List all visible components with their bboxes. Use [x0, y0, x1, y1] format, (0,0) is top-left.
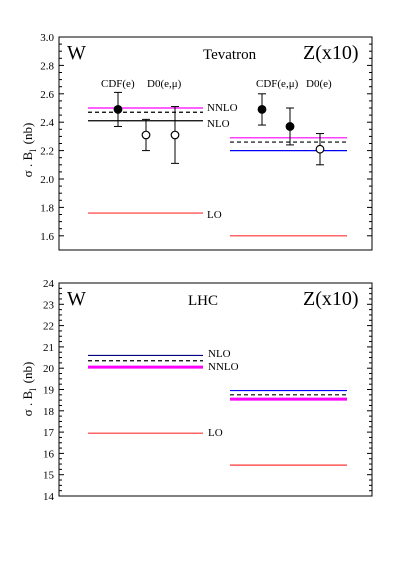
- y-tick-label: 2.2: [40, 146, 54, 158]
- y-tick-label: 2.4: [40, 117, 54, 129]
- y-tick-label: 20: [43, 363, 55, 375]
- y-axis-title: σ . Bl (nb): [20, 123, 38, 178]
- y-tick-label: 2.6: [40, 89, 54, 101]
- y-tick-label: 23: [43, 299, 55, 311]
- nlo-label: NLO: [208, 348, 231, 360]
- lhc-marks: 14 15 16 17 18 19 20 21 22 23 24: [43, 278, 372, 503]
- y-tick-label: 14: [43, 491, 55, 503]
- y-axis-label-text: σ . B: [20, 391, 35, 417]
- measurement-point-w: [170, 130, 180, 140]
- y-tick-label: 1.6: [40, 231, 54, 243]
- y-tick-label: 15: [43, 470, 55, 482]
- tevatron-panel: W Tevatron Z(x10) CDF(e) D0(e,μ) CDF(e,μ…: [20, 32, 373, 251]
- y-tick-label: 19: [43, 385, 55, 397]
- y-axis-label-unit: (nb): [20, 123, 35, 145]
- experiment-label-d0-w: D0(e,μ): [147, 78, 182, 90]
- y-tick-label: 17: [43, 427, 55, 439]
- chart-title: Tevatron: [203, 47, 257, 63]
- plot-frame: [58, 282, 373, 497]
- y-tick-label: 16: [43, 448, 55, 460]
- svg-text:σ . Bl(nb): σ . Bl (nb): [20, 123, 38, 178]
- y-tick-label: 21: [43, 342, 54, 354]
- nlo-label: NLO: [207, 118, 230, 130]
- measurement-point-z: [285, 122, 295, 131]
- lo-label: LO: [207, 209, 222, 221]
- y-tick-label: 3.0: [40, 32, 54, 44]
- tevatron-marks: 1.6 1.8 2.0 2.2 2.4 2.6 2.8 3.0: [40, 32, 372, 243]
- y-axis-label-unit: (nb): [20, 362, 35, 384]
- y-tick-label: 1.8: [40, 202, 54, 214]
- lhc-panel: W LHC Z(x10) NLO NNLO LO σ . Bl (nb) 14 15…: [20, 278, 373, 503]
- y-tick-label: 24: [43, 278, 55, 290]
- y-tick-label: 22: [43, 321, 54, 333]
- chart-title: LHC: [188, 293, 218, 309]
- svg-text:σ . Bl(nb): σ . Bl (nb): [20, 362, 38, 417]
- measurement-point-z: [315, 144, 325, 154]
- y-axis-label-subscript: l: [28, 388, 38, 391]
- measurement-point-w: [113, 105, 123, 114]
- y-tick-label: 18: [43, 406, 55, 418]
- y-axis-title: σ . Bl (nb): [20, 362, 38, 417]
- experiment-label-cdf-w: CDF(e): [101, 78, 135, 90]
- y-tick-label: 2.8: [40, 60, 54, 72]
- experiment-label-d0-z: D0(e): [306, 78, 332, 90]
- lo-label: LO: [208, 427, 223, 439]
- left-process-label: W: [67, 42, 86, 64]
- y-axis-label-subscript: l: [28, 149, 38, 152]
- y-axis-label-text: σ . B: [20, 152, 35, 178]
- right-process-label: Z(x10): [303, 42, 359, 64]
- left-process-label: W: [67, 288, 86, 310]
- right-process-label: Z(x10): [303, 288, 359, 310]
- measurement-point-w: [141, 130, 151, 140]
- y-tick-label: 2.0: [40, 174, 54, 186]
- nnlo-label: NNLO: [207, 102, 238, 114]
- experiment-label-cdf-z: CDF(e,μ): [256, 78, 299, 90]
- measurement-point-z: [257, 105, 267, 114]
- nnlo-label: NNLO: [208, 361, 239, 373]
